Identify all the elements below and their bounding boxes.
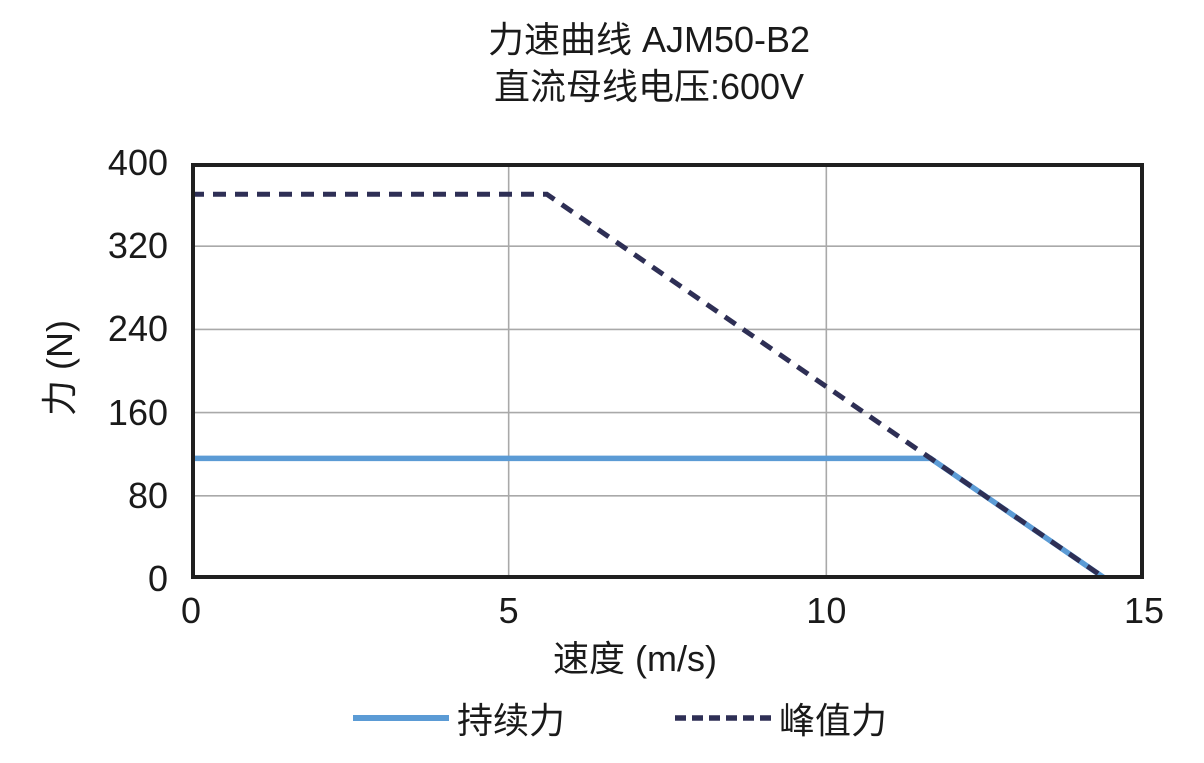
legend: 持续力 峰值力 — [353, 692, 887, 744]
chart-title: 力速曲线 AJM50-B2 — [487, 19, 811, 60]
plot-area — [191, 163, 1144, 579]
x-tick-label: 0 — [180, 590, 202, 631]
gridlines — [191, 163, 1144, 579]
y-tick-label: 80 — [127, 474, 168, 516]
dashed-line-swatch-icon — [675, 715, 772, 721]
y-tick-label: 320 — [107, 225, 168, 267]
legend-label-continuous: 持续力 — [457, 700, 566, 741]
y-tick-label: 0 — [147, 558, 168, 599]
peak-force-line — [191, 191, 1108, 579]
x-tick-label: 10 — [806, 590, 847, 631]
plot-border — [191, 163, 1144, 579]
y-tick-label: 400 — [107, 142, 168, 183]
y-tick-label: 240 — [107, 308, 168, 350]
chart-subtitle: 直流母线电压:600V — [493, 66, 805, 107]
y-tick-label: 160 — [107, 391, 168, 433]
chart-title-block: 力速曲线 AJM50-B2 直流母线电压:600V — [0, 16, 1204, 110]
legend-label-peak: 峰值力 — [779, 700, 888, 741]
continuous-force-line — [191, 455, 1108, 579]
solid-line-swatch-icon — [353, 715, 449, 721]
legend-item-continuous: 持续力 — [353, 692, 565, 744]
x-tick-label: 15 — [1123, 590, 1165, 631]
x-tick-label: 5 — [498, 590, 519, 631]
x-axis-title: 速度 (m/s) — [553, 638, 717, 679]
legend-item-peak: 峰值力 — [675, 692, 887, 744]
